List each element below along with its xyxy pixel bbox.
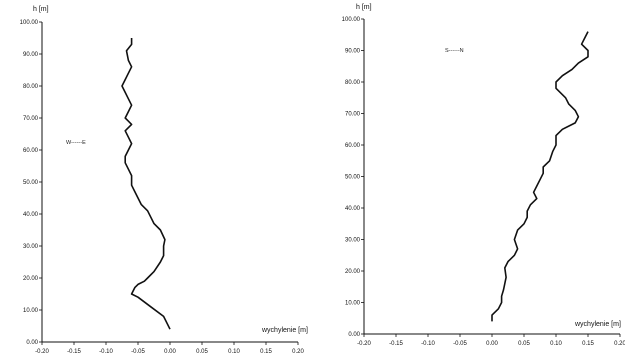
panel-1-x-tick-label: 0.20 xyxy=(292,349,304,355)
panel-1-x-tick-label: -0.05 xyxy=(131,349,145,355)
panel-2-y-tick-label: 60.00 xyxy=(345,143,361,149)
panel-2-y-tick-label: 80.00 xyxy=(345,80,361,86)
panel-2-series-line-1 xyxy=(492,32,588,322)
panel-1-y-tick-label: 10.00 xyxy=(23,308,39,314)
panel-1-y-tick-label: 20.00 xyxy=(23,276,39,282)
panel-1-y-tick-label: 90.00 xyxy=(23,52,39,58)
panel-1-y-tick-label: 40.00 xyxy=(23,212,39,218)
panel-2-x-tick-label: 0.20 xyxy=(614,341,625,347)
panel-2-x-tick-label: -0.10 xyxy=(421,341,435,347)
panel-1-y-tick-label: 30.00 xyxy=(23,244,39,250)
panel-2-y-axis-label: h [m] xyxy=(356,4,372,11)
panel-2-x-axis-label: wychylenie [m] xyxy=(574,321,621,328)
panel-2-y-tick-label: 40.00 xyxy=(345,206,361,212)
panel-2-y-tick-label: 30.00 xyxy=(345,238,361,244)
panel-1-legend: W------E xyxy=(66,140,86,146)
panel-2-y-tick-label: 100.00 xyxy=(342,17,361,23)
panel-2-x-tick-label: -0.20 xyxy=(357,341,371,347)
panel-1-x-tick-label: -0.15 xyxy=(67,349,81,355)
panel-1-series-line-1 xyxy=(122,38,170,329)
panel-1-x-tick-label: -0.10 xyxy=(99,349,113,355)
panel-2-y-tick-label: 50.00 xyxy=(345,175,361,181)
panel-1-x-tick-label: 0.15 xyxy=(260,349,272,355)
panel-2-y-tick-label: 10.00 xyxy=(345,301,361,307)
panel-1-x-axis-label: wychylenie [m] xyxy=(261,327,308,334)
panel-1-y-tick-label: 100.00 xyxy=(20,20,39,26)
panel-1-x-tick-label: 0.00 xyxy=(164,349,176,355)
panel-2-x-tick-label: 0.00 xyxy=(486,341,498,347)
panel-1-x-tick-label: 0.05 xyxy=(196,349,208,355)
panel-2-y-tick-label: 90.00 xyxy=(345,49,361,55)
panel-1-y-tick-label: 50.00 xyxy=(23,180,39,186)
panel-2-x-tick-label: 0.15 xyxy=(582,341,594,347)
panel-1-y-axis-label: h [m] xyxy=(33,6,49,13)
panel-2-x-tick-label: -0.05 xyxy=(453,341,467,347)
panel-2-y-tick-label: 70.00 xyxy=(345,112,361,118)
panel-2-x-tick-label: 0.10 xyxy=(550,341,562,347)
panel-1-y-tick-label: 60.00 xyxy=(23,148,39,154)
panel-1-y-tick-label: 70.00 xyxy=(23,116,39,122)
panel-2-x-tick-label: 0.05 xyxy=(518,341,530,347)
panel-2-x-tick-label: -0.15 xyxy=(389,341,403,347)
panel-1-x-tick-label: -0.20 xyxy=(35,349,49,355)
panel-2-legend: S------N xyxy=(445,48,464,54)
panel-1-x-tick-label: 0.10 xyxy=(228,349,240,355)
panel-2-y-tick-label: 20.00 xyxy=(345,269,361,275)
panel-1-y-tick-label: 80.00 xyxy=(23,84,39,90)
panel-1-y-tick-label: 0.00 xyxy=(26,340,38,346)
panel-2-y-tick-label: 0.00 xyxy=(348,332,360,338)
